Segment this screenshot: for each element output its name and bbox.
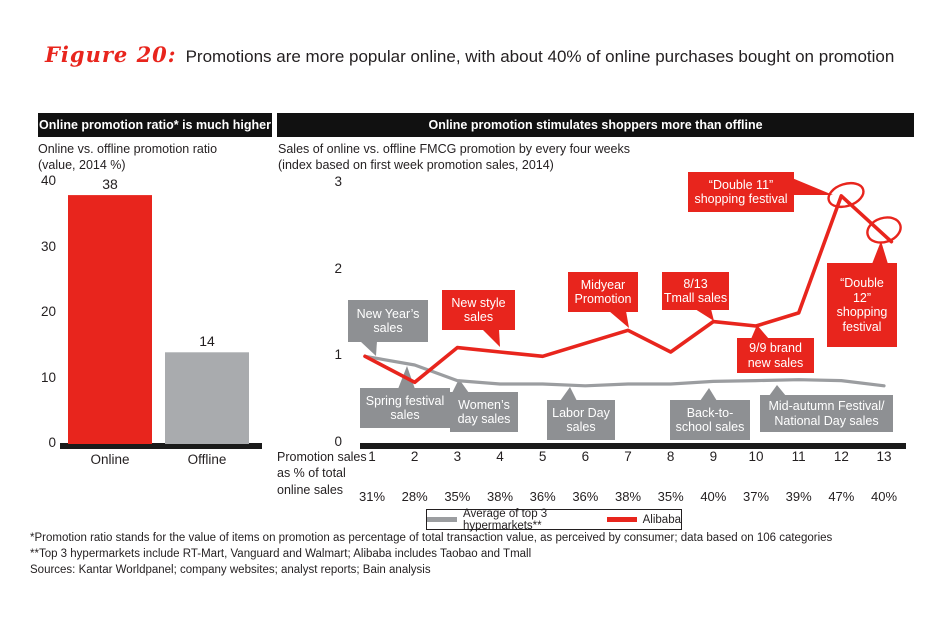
bar-ytick-30: 30 [40,238,56,254]
hypermarkets-line [363,354,886,388]
promotion-pct-week-2: 28% [401,489,428,504]
callout-tail-labor-day-sales [560,387,577,401]
callout-new-years-sales: New Year’s sales [348,300,428,342]
bar-ytick-20: 20 [40,304,56,319]
bar-chart-subtitle: Online vs. offline promotion ratio (valu… [38,141,217,173]
week-label-3: 3 [453,449,462,464]
week-label-10: 10 [748,449,764,464]
promotion-pct-week-6: 36% [572,489,599,504]
week-label-8: 8 [666,449,675,464]
promotion-sales-row-label-line2: as % of total [277,466,346,480]
line-chart-subtitle-line2: (index based on first week promotion sal… [278,158,554,172]
callout-back-to-school-sales: Back-to- school sales [670,400,750,440]
bar-chart-subtitle-line2: (value, 2014 %) [38,158,126,172]
hypermarkets-legend-label: Average of top 3 hypermarkets** [463,507,548,532]
right-panel-header: Online promotion stimulates shoppers mor… [277,113,914,137]
week-label-11: 11 [791,449,806,464]
legend: Average of top 3 hypermarkets** Alibaba [426,507,682,532]
week-label-13: 13 [876,449,892,464]
line-chart-subtitle: Sales of online vs. offline FMCG promoti… [278,141,630,173]
footnote-top3-hypermarkets: **Top 3 hypermarkets include RT-Mart, Va… [30,548,532,560]
callout-tail-brand-99-sales [751,325,769,339]
week-label-4: 4 [496,449,504,464]
callout-labor-day-sales: Labor Day sales [547,400,615,440]
callout-tail-new-years-sales [360,341,377,356]
callout-tail-mid-autumn-sales [769,385,786,396]
week-label-6: 6 [581,449,590,464]
alibaba-legend-label: Alibaba [642,513,681,526]
line-ytick-1: 1 [334,347,342,363]
footnote-promotion-ratio: *Promotion ratio stands for the value of… [30,532,833,544]
bar-value-online: 38 [102,176,118,193]
bar-chart-subtitle-line1: Online vs. offline promotion ratio [38,142,218,156]
callout-tail-midyear-promotion [609,311,629,328]
week-label-2: 2 [410,449,419,464]
week-label-1: 1 [368,449,376,464]
figure-title-text: Promotions are more popular online, with… [185,47,895,66]
bar-category-offline: Offline [187,452,227,467]
promotion-pct-week-10: 37% [742,489,770,504]
week-label-9: 9 [709,449,718,464]
callout-double-11-festival: “Double 11” shopping festival [688,172,794,212]
promotion-pct-week-11: 39% [785,489,812,504]
footnotes: *Promotion ratio stands for the value of… [30,530,832,578]
line-ytick-0: 0 [334,434,342,449]
week-label-5: 5 [538,449,547,464]
callout-tail-double-11-festival [792,178,833,195]
bar-ytick-40: 40 [40,173,56,188]
callout-double-12-festival: “Double 12” shopping festival [827,263,897,347]
hypermarkets-legend-swatch [427,517,457,522]
alibaba-legend-swatch [606,517,637,522]
callout-new-style-sales: New style sales [442,290,515,330]
right-panel-header-text: Online promotion stimulates shoppers mor… [428,118,763,132]
bar-value-offline: 14 [199,333,215,350]
promotion-sales-row-label-line3: online sales [277,483,344,497]
left-panel-header-text: Online promotion ratio* is much higher [39,118,271,132]
alibaba-line [363,194,894,385]
callout-spring-festival-sales: Spring festival sales [360,388,450,428]
promotion-pct-week-4: 38% [486,489,514,504]
callout-tail-back-to-school-sales [700,388,717,401]
promotion-pct-week-3: 35% [444,489,471,504]
promotion-pct-week-5: 36% [529,489,556,504]
peak-circle-week13 [866,216,902,244]
bar-ytick-0: 0 [48,435,56,450]
figure-title: Figure 20: Promotions are more popular o… [45,42,894,67]
promotion-pct-week-8: 35% [657,489,684,504]
promotion-pct-week-1: 31% [358,489,386,504]
week-label-7: 7 [624,449,632,464]
left-panel-header: Online promotion ratio* is much higher [38,113,272,137]
offline-bar [165,352,249,444]
line-ytick-2: 2 [334,260,342,276]
bar-axis-baseline [60,443,262,449]
promotion-pct-week-9: 40% [700,489,727,504]
callout-tail-new-style-sales [482,329,500,347]
figure-number-label: Figure 20: [45,42,177,67]
callout-brand-99-sales: 9/9 brand new sales [737,338,814,373]
footnote-sources: Sources: Kantar Worldpanel; company webs… [30,564,431,576]
line-ytick-3: 3 [334,173,342,189]
callout-womens-day-sales: Women’s day sales [450,392,518,432]
line-chart-subtitle-line1: Sales of online vs. offline FMCG promoti… [278,142,631,156]
promotion-sales-row-label-line1: Promotion sales [277,450,367,464]
callout-mid-autumn-sales: Mid-autumn Festival/ National Day sales [760,395,893,432]
promotion-pct-week-12: 47% [828,489,855,504]
callout-midyear-promotion: Midyear Promotion [568,272,638,312]
promotion-pct-week-13: 40% [870,489,898,504]
callout-tmall-813-sales: 8/13 Tmall sales [662,272,729,310]
online-bar [68,195,152,444]
bar-category-online: Online [90,452,130,467]
callout-tail-double-12-festival [872,241,888,264]
callout-tail-tmall-813-sales [695,309,714,321]
week-label-12: 12 [833,449,849,464]
callout-tail-womens-day-sales [452,379,469,393]
bar-ytick-10: 10 [40,369,56,385]
promotion-pct-week-7: 38% [614,489,642,504]
peak-circle-week12 [827,181,865,209]
line-axis-baseline [360,443,906,449]
